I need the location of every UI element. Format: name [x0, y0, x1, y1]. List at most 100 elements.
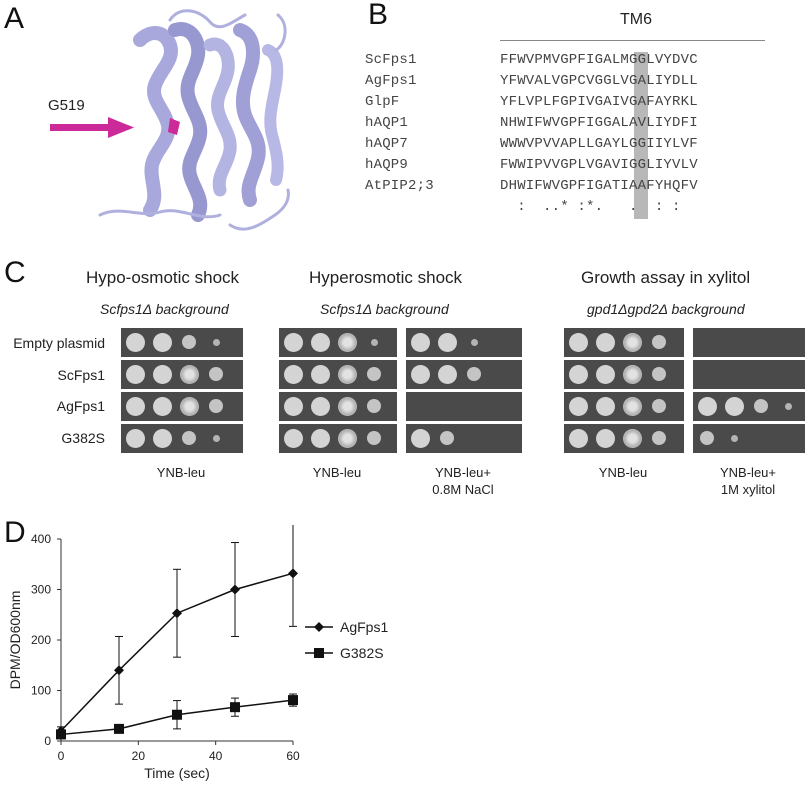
- y-tick-label: 300: [31, 583, 51, 597]
- yeast-spot: [310, 364, 330, 384]
- alignment-row: ScFps1 FFWVPMVGPFIGALMGGLVYDVC: [365, 52, 805, 72]
- sequence-name: GlpF: [365, 94, 400, 110]
- yeast-spot: [652, 431, 666, 445]
- yeast-spot: [367, 399, 381, 413]
- group-title-hyper: Hyperosmotic shock: [309, 268, 463, 287]
- yeast-spot: [337, 396, 357, 416]
- yeast-spot: [730, 434, 738, 442]
- spot-plate: [405, 327, 523, 358]
- protein-structure-figure: [40, 0, 370, 240]
- yeast-spot: [212, 434, 220, 442]
- alignment-row: AtPIP2;3 DHWIFWVGPFIGATIAAFYHQFV: [365, 178, 805, 198]
- x-tick-label: 60: [286, 749, 300, 763]
- x-axis-label: Time (sec): [144, 765, 210, 781]
- background-label-xylitol: gpd1Δgpd2Δ background: [587, 301, 745, 317]
- medium-label-4-line1: YNB-leu: [598, 465, 648, 480]
- spot-plate: [120, 423, 244, 454]
- yeast-spot: [622, 428, 642, 448]
- yeast-spot: [179, 396, 199, 416]
- spot-plate: [563, 391, 685, 422]
- yeast-spot: [437, 364, 457, 384]
- pointer-arrow-icon: [50, 117, 134, 138]
- medium-label-1: YNB-leu: [120, 464, 242, 481]
- y-tick-label: 200: [31, 633, 51, 647]
- yeast-spot: [125, 364, 145, 384]
- row-label-agfps1: AgFps1: [56, 398, 105, 414]
- sequence-residues: FWWIPVVGPLVGAVIGGLIYVLV: [500, 157, 698, 173]
- yeast-spot: [310, 396, 330, 416]
- sequence-residues: FFWVPMVGPFIGALMGGLVYDVC: [500, 52, 698, 68]
- group-title-xylitol: Growth assay in xylitol: [581, 268, 751, 287]
- yeast-spot: [152, 396, 172, 416]
- medium-label-2: YNB-leu: [278, 464, 396, 481]
- yeast-spot: [467, 367, 481, 381]
- yeast-spot: [622, 364, 642, 384]
- data-point-diamond: [230, 584, 240, 595]
- x-tick-label: 20: [132, 749, 146, 763]
- medium-label-1-line1: YNB-leu: [156, 465, 206, 480]
- conserved-glycine-highlight: [634, 52, 648, 219]
- sequence-residues: WWWVPVVAPLLGAYLGGIIYLVF: [500, 136, 698, 152]
- yeast-spot: [440, 431, 454, 445]
- yeast-spot: [595, 396, 615, 416]
- medium-label-2-line1: YNB-leu: [312, 465, 362, 480]
- yeast-spot: [337, 332, 357, 352]
- data-point-square: [56, 729, 66, 740]
- spot-plate: [563, 327, 685, 358]
- spot-plate: [120, 327, 244, 358]
- yeast-spot: [337, 364, 357, 384]
- yeast-spot: [212, 338, 220, 346]
- spot-plate: [405, 423, 523, 454]
- y-tick-label: 100: [31, 684, 51, 698]
- yeast-spot: [754, 399, 768, 413]
- yeast-spot: [697, 396, 717, 416]
- row-label-scfps1: ScFps1: [57, 367, 105, 383]
- background-label-hyper-text: Scfps1Δ background: [320, 301, 449, 317]
- data-point-square: [114, 723, 124, 734]
- sequence-name: hAQP9: [365, 157, 409, 173]
- spot-plate: [120, 391, 244, 422]
- alignment-row: GlpF YFLVPLFGPIVGAIVGAFAYRKL: [365, 94, 805, 114]
- yeast-spot: [152, 364, 172, 384]
- spot-plate: [692, 391, 805, 422]
- tm6-divider: [500, 40, 765, 41]
- yeast-spot: [622, 396, 642, 416]
- yeast-spot: [152, 428, 172, 448]
- panel-letter-b: B: [368, 0, 389, 31]
- yeast-spot: [622, 332, 642, 352]
- yeast-spot: [470, 338, 478, 346]
- yeast-spot: [179, 364, 199, 384]
- yeast-spot: [182, 335, 196, 349]
- x-tick-label: 0: [58, 749, 65, 763]
- yeast-spot: [724, 396, 744, 416]
- yeast-spot: [125, 332, 145, 352]
- yeast-spot: [367, 367, 381, 381]
- protein-ribbon-illustration: [98, 9, 290, 231]
- legend-label: G382S: [340, 645, 384, 661]
- tm6-title: TM6: [620, 11, 652, 28]
- yeast-spot: [652, 335, 666, 349]
- group-title-hypo: Hypo-osmotic shock: [86, 268, 240, 287]
- data-point-square: [288, 695, 298, 706]
- yeast-spot: [595, 332, 615, 352]
- legend-label: AgFps1: [340, 619, 388, 635]
- data-point-diamond: [172, 608, 182, 619]
- background-label-xylitol-text: gpd1Δgpd2Δ background: [587, 301, 745, 317]
- yeast-spot: [784, 402, 792, 410]
- yeast-spot: [283, 332, 303, 352]
- spot-plate: [278, 359, 398, 390]
- spot-plate: [405, 359, 523, 390]
- background-label-hyper: Scfps1Δ background: [320, 301, 449, 317]
- spot-plate: [278, 423, 398, 454]
- yeast-spot: [595, 364, 615, 384]
- yeast-spot: [568, 364, 588, 384]
- yeast-spot: [209, 399, 223, 413]
- yeast-spot: [283, 428, 303, 448]
- medium-label-5-line2: 1M xylitol: [720, 482, 776, 497]
- spot-plate: [692, 359, 805, 390]
- sequence-residues: YFWVALVGPCVGGLVGALIYDLL: [500, 73, 698, 89]
- sequence-residues: DHWIFWVGPFIGATIAAFYHQFV: [500, 178, 698, 194]
- alignment-row: AgFps1 YFWVALVGPCVGGLVGALIYDLL: [365, 73, 805, 93]
- yeast-spot: [337, 428, 357, 448]
- spot-plate: [120, 359, 244, 390]
